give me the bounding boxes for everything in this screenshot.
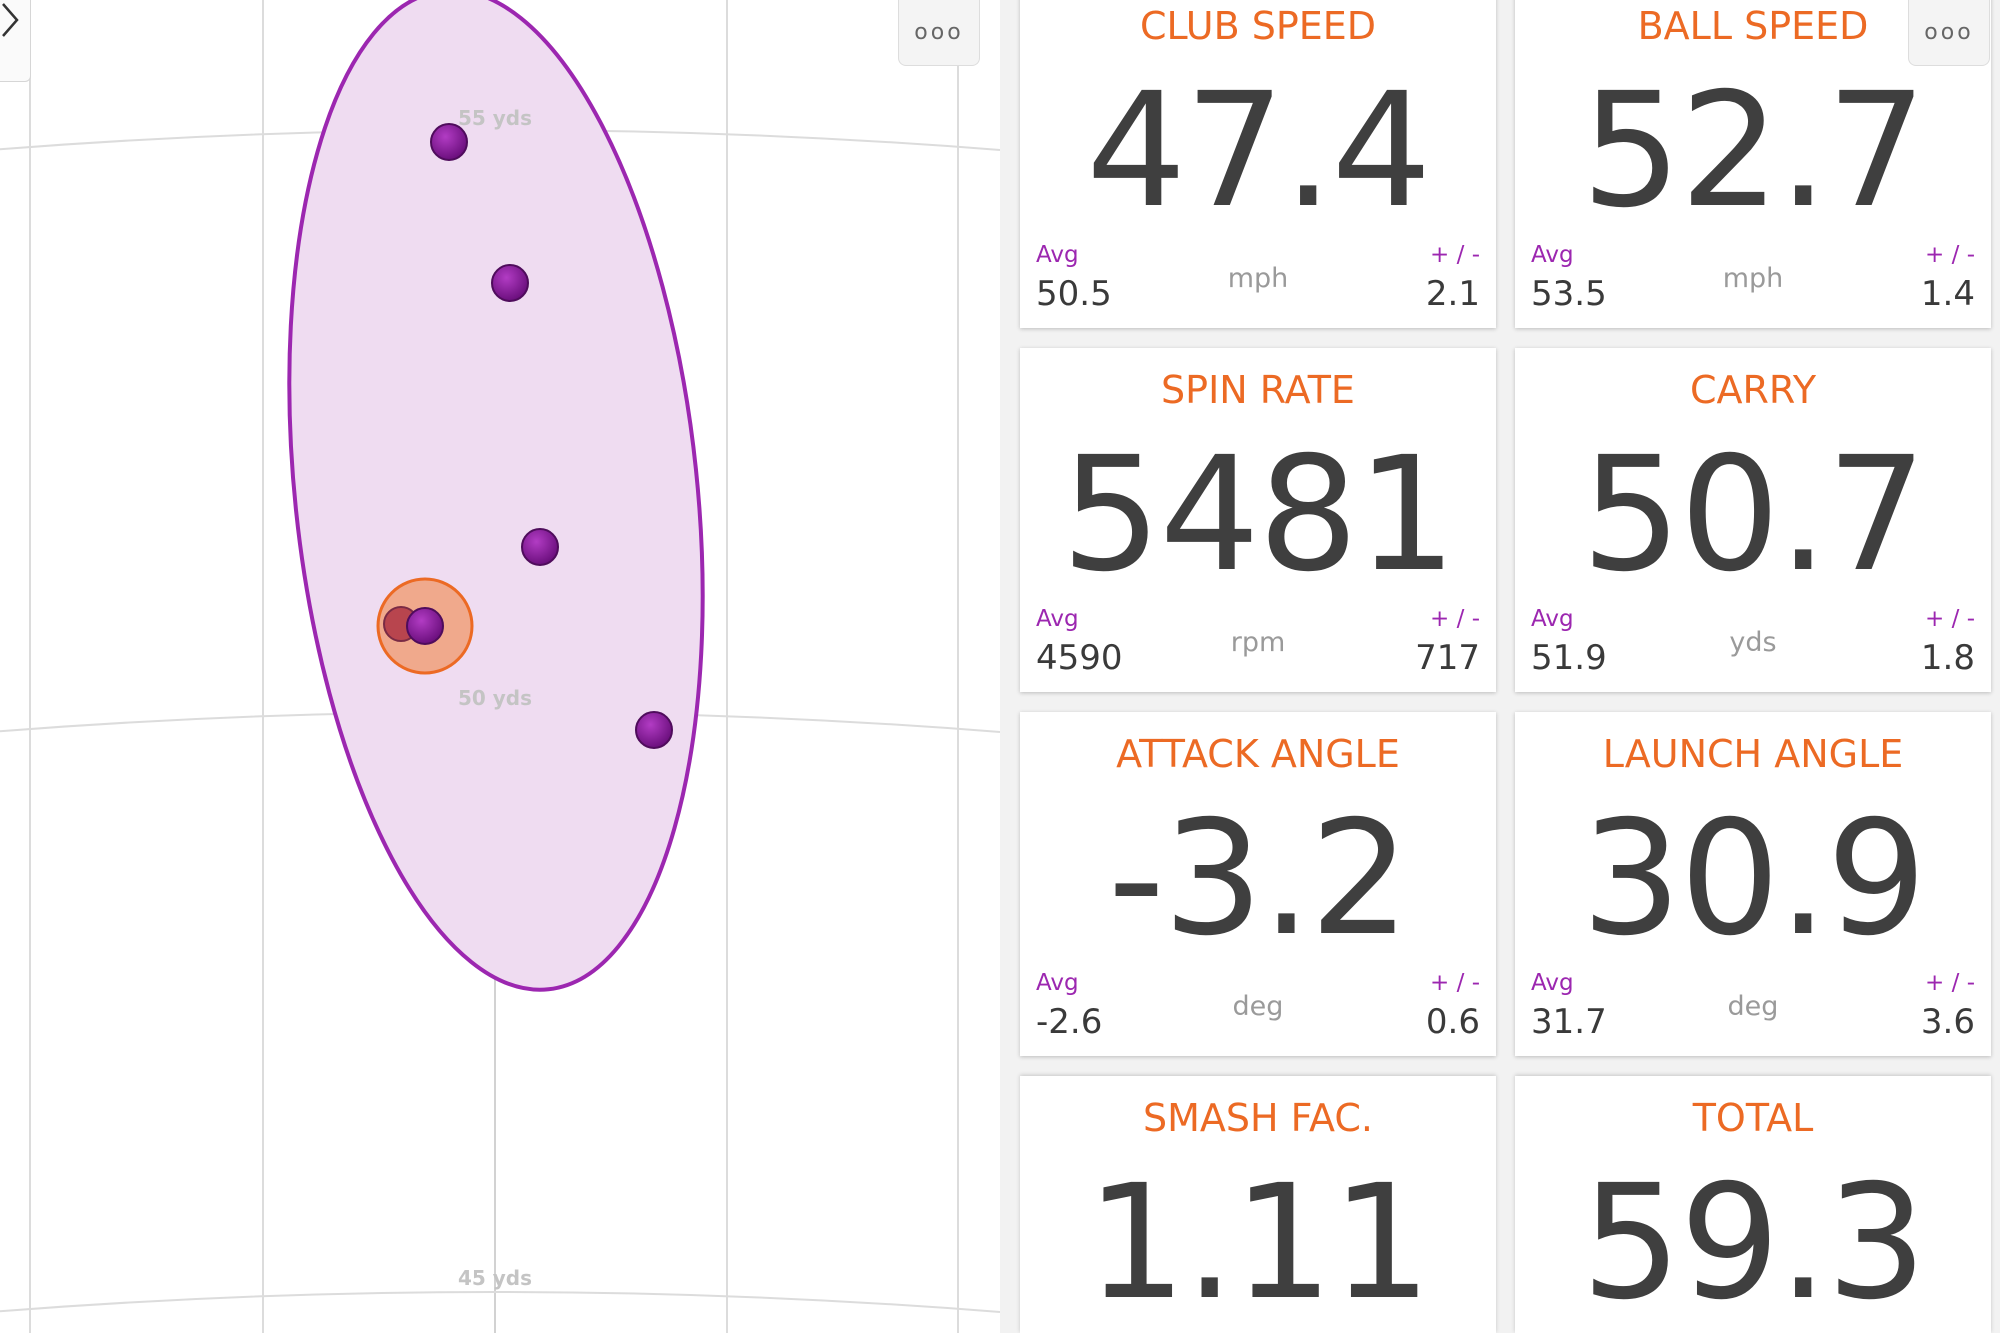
avg-label: Avg [1036, 970, 1079, 996]
metric-tile-carry[interactable]: CARRY 50.7 Avg 51.9 yds + / - 1.8 [1515, 348, 1991, 692]
metric-unit: yds [1729, 627, 1777, 658]
distance-arc-45 [0, 1291, 1000, 1313]
metric-value: 47.4 [1086, 59, 1432, 243]
chevron-right-icon [2, 3, 19, 37]
metric-title: LAUNCH ANGLE [1602, 732, 1904, 776]
metric-title: TOTAL [1692, 1096, 1814, 1140]
shot-marker[interactable] [430, 123, 468, 161]
metric-title: BALL SPEED [1637, 4, 1869, 48]
metric-value: 59.3 [1581, 1151, 1927, 1333]
metric-title: SMASH FAC. [1143, 1096, 1373, 1140]
avg-value: -2.6 [1036, 1002, 1103, 1042]
metric-unit: mph [1722, 263, 1784, 294]
metric-title: SPIN RATE [1161, 368, 1355, 412]
shot-marker[interactable] [491, 264, 529, 302]
deviation-value: 2.1 [1425, 274, 1480, 314]
metric-tile-total[interactable]: TOTAL 59.3 [1515, 1076, 1991, 1333]
metric-tile-club-speed[interactable]: CLUB SPEED 47.4 Avg 50.5 mph + / - 2.1 [1020, 0, 1496, 328]
metric-value: 30.9 [1581, 787, 1927, 971]
deviation-value: 1.8 [1920, 638, 1975, 678]
deviation-label: + / - [1925, 242, 1975, 268]
metric-title: ATTACK ANGLE [1116, 732, 1400, 776]
avg-value: 50.5 [1036, 274, 1112, 314]
dispersion-plot: 55 yds 50 yds 45 yds [0, 0, 1000, 1333]
metric-value: 1.11 [1086, 1151, 1432, 1333]
metric-unit: mph [1227, 263, 1289, 294]
more-options-icon: ooo [1924, 20, 1974, 45]
deviation-label: + / - [1925, 970, 1975, 996]
deviation-label: + / - [1925, 606, 1975, 632]
deviation-value: 1.4 [1920, 274, 1975, 314]
avg-label: Avg [1531, 242, 1574, 268]
metric-tile-attack-angle[interactable]: ATTACK ANGLE -3.2 Avg -2.6 deg + / - 0.6 [1020, 712, 1496, 1056]
metric-unit: deg [1727, 991, 1779, 1022]
deviation-value: 717 [1415, 638, 1480, 678]
metric-value: 52.7 [1581, 59, 1927, 243]
metrics-more-options-button[interactable]: ooo [1908, 0, 1990, 66]
distance-label-45: 45 yds [458, 1266, 532, 1290]
metric-value: -3.2 [1107, 787, 1410, 971]
shot-marker[interactable] [521, 528, 559, 566]
avg-value: 51.9 [1531, 638, 1607, 678]
metric-title: CARRY [1689, 368, 1817, 412]
avg-label: Avg [1531, 970, 1574, 996]
deviation-value: 0.6 [1425, 1002, 1480, 1042]
shot-marker[interactable] [406, 607, 444, 645]
collapse-panel-button[interactable] [0, 0, 31, 82]
deviation-value: 3.6 [1920, 1002, 1975, 1042]
avg-value: 53.5 [1531, 274, 1607, 314]
avg-value: 31.7 [1531, 1002, 1607, 1042]
metric-unit: deg [1232, 991, 1284, 1022]
avg-label: Avg [1036, 242, 1079, 268]
shot-marker[interactable] [635, 711, 673, 749]
avg-label: Avg [1531, 606, 1574, 632]
dispersion-ellipse [287, 0, 705, 992]
distance-label-55: 55 yds [458, 106, 532, 130]
deviation-label: + / - [1430, 970, 1480, 996]
dispersion-view: 55 yds 50 yds 45 yds ooo [0, 0, 1000, 1333]
avg-value: 4590 [1036, 638, 1123, 678]
more-options-icon: ooo [914, 20, 964, 45]
metric-tile-smash-factor[interactable]: SMASH FAC. 1.11 [1020, 1076, 1496, 1333]
avg-label: Avg [1036, 606, 1079, 632]
deviation-label: + / - [1430, 242, 1480, 268]
metric-tile-launch-angle[interactable]: LAUNCH ANGLE 30.9 Avg 31.7 deg + / - 3.6 [1515, 712, 1991, 1056]
dispersion-more-options-button[interactable]: ooo [898, 0, 980, 66]
deviation-label: + / - [1430, 606, 1480, 632]
metric-tile-spin-rate[interactable]: SPIN RATE 5481 Avg 4590 rpm + / - 717 [1020, 348, 1496, 692]
distance-label-50: 50 yds [458, 686, 532, 710]
metric-value: 5481 [1060, 423, 1457, 607]
metric-title: CLUB SPEED [1139, 4, 1377, 48]
metric-value: 50.7 [1581, 423, 1927, 607]
metric-unit: rpm [1230, 627, 1286, 658]
metrics-grid: CLUB SPEED 47.4 Avg 50.5 mph + / - 2.1 B… [1000, 0, 2000, 1333]
